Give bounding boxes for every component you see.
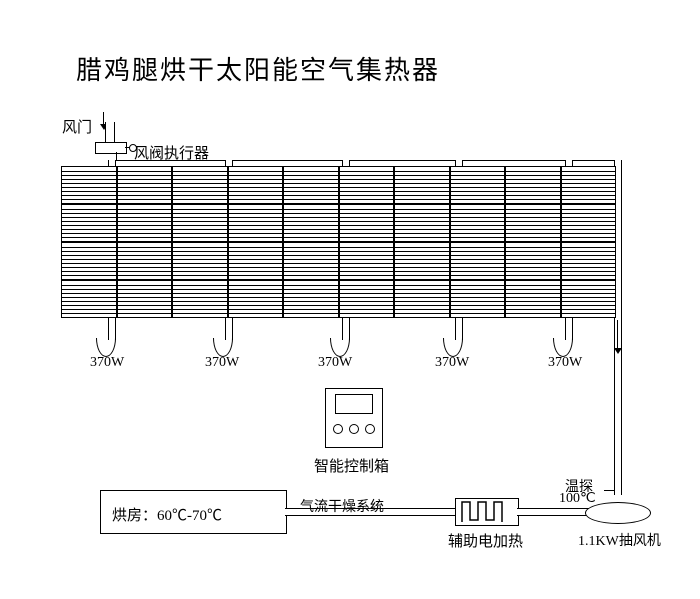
collector-panel (172, 280, 228, 318)
collector-panel (394, 280, 450, 318)
power-label-0: 370W (90, 355, 124, 371)
collector-panel (505, 166, 561, 204)
collector-panel (339, 242, 395, 280)
flow-arrow-shaft (617, 320, 618, 350)
collector-panel (228, 280, 284, 318)
collector-panel (283, 280, 339, 318)
power-label-2: 370W (318, 355, 352, 371)
collector-panel (172, 166, 228, 204)
collector-panel (505, 280, 561, 318)
collector-panel (450, 204, 506, 242)
collector-panel (61, 280, 117, 318)
damper-label: 风门 (62, 116, 92, 137)
heater-to-fan-pipe (517, 508, 590, 516)
collector-panel (339, 280, 395, 318)
collector-panel (394, 166, 450, 204)
collector-panel (228, 204, 284, 242)
dry-room-label: 烘房：60℃-70℃ (112, 504, 222, 525)
collector-panel (339, 166, 395, 204)
collector-panel (61, 204, 117, 242)
collector-panel (450, 280, 506, 318)
controller-screen (335, 394, 373, 414)
power-label-1: 370W (205, 355, 239, 371)
diagram-title: 腊鸡腿烘干太阳能空气集热器 (76, 50, 440, 87)
aux-heater-box (455, 498, 519, 526)
collector-panel (339, 204, 395, 242)
flow-arrow-head (614, 348, 622, 354)
power-label-4: 370W (548, 355, 582, 371)
power-label-3: 370W (435, 355, 469, 371)
fan-label: 1.1KW抽风机 (578, 530, 661, 550)
collector-panel (505, 242, 561, 280)
diagram-canvas: 腊鸡腿烘干太阳能空气集热器风门风阀执行器370W370W370W370W370W… (0, 0, 700, 599)
collector-panel (117, 204, 173, 242)
collector-panel (283, 242, 339, 280)
collector-panel (283, 166, 339, 204)
fan-disk (585, 502, 651, 524)
collector-panel (228, 242, 284, 280)
collector-panel (172, 242, 228, 280)
temp-probe-value: 100℃ (559, 490, 596, 507)
collector-panel (394, 204, 450, 242)
collector-panel (117, 280, 173, 318)
bottom-riser-4 (565, 318, 573, 340)
collector-panel (450, 242, 506, 280)
aux-heater-label: 辅助电加热 (448, 530, 523, 551)
collector-panel (450, 166, 506, 204)
collector-panel (561, 280, 617, 318)
collector-panel (61, 166, 117, 204)
collector-panel (561, 242, 617, 280)
collector-panel (283, 204, 339, 242)
bottom-riser-1 (225, 318, 233, 340)
airflow-label: 气流干燥系统 (300, 496, 384, 516)
temp-probe-tick (604, 490, 614, 491)
collector-panel (117, 166, 173, 204)
collector-panel (561, 166, 617, 204)
bottom-riser-2 (342, 318, 350, 340)
damper-down-link (116, 152, 117, 160)
damper-actuator-box (95, 142, 127, 154)
controller-button-1 (349, 424, 359, 434)
collector-panel (394, 242, 450, 280)
collector-panel (228, 166, 284, 204)
collector-panel (117, 242, 173, 280)
controller-button-0 (333, 424, 343, 434)
controller-button-2 (365, 424, 375, 434)
collector-panel (561, 204, 617, 242)
collector-panel (172, 204, 228, 242)
collector-panel (505, 204, 561, 242)
collector-panel (61, 242, 117, 280)
controller-label: 智能控制箱 (314, 455, 389, 476)
bottom-riser-0 (108, 318, 116, 340)
bottom-riser-3 (455, 318, 463, 340)
damper-pipe (105, 122, 115, 142)
